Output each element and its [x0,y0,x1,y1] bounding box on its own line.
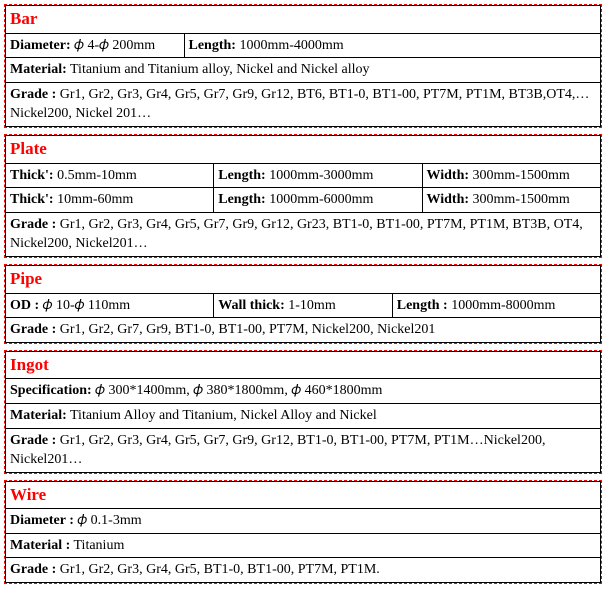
pipe-grade-value: Gr1, Gr2, Gr7, Gr9, BT1-0, BT1-00, PT7M,… [60,322,436,337]
wire-title: Wire [10,485,46,504]
plate-width1-value: 300mm-1500mm [473,168,570,183]
ingot-title: Ingot [10,355,49,374]
wire-grade-cell: Grade : Gr1, Gr2, Gr3, Gr4, Gr5, BT1-0, … [6,558,601,583]
pipe-title: Pipe [10,269,42,288]
plate-thick1-label: Thick': [10,168,54,183]
plate-section: Plate Thick': 0.5mm-10mm Length: 1000mm-… [4,134,602,258]
ingot-grade-label: Grade : [10,433,56,448]
bar-material-value: Titanium and Titanium alloy, Nickel and … [70,62,370,77]
pipe-grade-label: Grade : [10,322,56,337]
bar-material-cell: Material: Titanium and Titanium alloy, N… [6,58,601,83]
wire-material-value: Titanium [74,538,125,553]
wire-grade-label: Grade : [10,562,56,577]
pipe-od-value: 𝜙 10-𝜙 110mm [43,298,131,313]
wire-grade-value: Gr1, Gr2, Gr3, Gr4, Gr5, BT1-0, BT1-00, … [60,562,380,577]
plate-thick2-value: 10mm-60mm [57,192,133,207]
wire-material-label: Material : [10,538,70,553]
plate-width2-value: 300mm-1500mm [473,192,570,207]
plate-width1-label: Width: [427,168,470,183]
ingot-material-value: Titanium Alloy and Titanium, Nickel Allo… [70,408,377,423]
pipe-table: Pipe OD : 𝜙 10-𝜙 110mm Wall thick: 1-10m… [5,265,601,343]
plate-length1-value: 1000mm-3000mm [269,168,373,183]
plate-title: Plate [10,139,47,158]
bar-section: Bar Diameter: 𝜙 4-𝜙 200mm Length: 1000mm… [4,4,602,128]
pipe-length-value: 1000mm-8000mm [451,298,555,313]
pipe-section: Pipe OD : 𝜙 10-𝜙 110mm Wall thick: 1-10m… [4,264,602,344]
plate-grade-cell: Grade : Gr1, Gr2, Gr3, Gr4, Gr5, Gr7, Gr… [6,212,601,256]
pipe-wall-cell: Wall thick: 1-10mm [214,293,393,318]
ingot-spec-value: 𝜙 300*1400mm, 𝜙 380*1800mm, 𝜙 460*1800mm [95,383,382,398]
wire-section: Wire Diameter : 𝜙 0.1-3mm Material : Tit… [4,480,602,584]
bar-diameter-cell: Diameter: 𝜙 4-𝜙 200mm [6,33,185,58]
plate-length2-cell: Length: 1000mm-6000mm [214,188,422,213]
pipe-length-cell: Length : 1000mm-8000mm [392,293,600,318]
ingot-grade-cell: Grade : Gr1, Gr2, Gr3, Gr4, Gr5, Gr7, Gr… [6,428,601,472]
pipe-wall-value: 1-10mm [288,298,335,313]
bar-material-label: Material: [10,62,67,77]
plate-length2-value: 1000mm-6000mm [269,192,373,207]
wire-diameter-cell: Diameter : 𝜙 0.1-3mm [6,509,601,534]
pipe-grade-cell: Grade : Gr1, Gr2, Gr7, Gr9, BT1-0, BT1-0… [6,318,601,343]
plate-length2-label: Length: [218,192,265,207]
bar-diameter-value: 𝜙 4-𝜙 200mm [74,38,155,53]
plate-width2-label: Width: [427,192,470,207]
bar-grade-label: Grade : [10,87,56,102]
plate-grade-label: Grade : [10,217,56,232]
pipe-od-label: OD : [10,298,39,313]
plate-thick1-cell: Thick': 0.5mm-10mm [6,163,214,188]
plate-width1-cell: Width: 300mm-1500mm [422,163,601,188]
bar-grade-cell: Grade : Gr1, Gr2, Gr3, Gr4, Gr5, Gr7, Gr… [6,82,601,126]
ingot-table: Ingot Specification: 𝜙 300*1400mm, 𝜙 380… [5,351,601,473]
bar-table: Bar Diameter: 𝜙 4-𝜙 200mm Length: 1000mm… [5,5,601,127]
bar-length-cell: Length: 1000mm-4000mm [184,33,601,58]
plate-thick1-value: 0.5mm-10mm [57,168,137,183]
ingot-material-cell: Material: Titanium Alloy and Titanium, N… [6,403,601,428]
wire-material-cell: Material : Titanium [6,533,601,558]
plate-length1-label: Length: [218,168,265,183]
wire-diameter-label: Diameter : [10,513,74,528]
plate-thick2-label: Thick': [10,192,54,207]
ingot-spec-cell: Specification: 𝜙 300*1400mm, 𝜙 380*1800m… [6,379,601,404]
bar-length-label: Length: [189,38,236,53]
plate-thick2-cell: Thick': 10mm-60mm [6,188,214,213]
bar-grade-value: Gr1, Gr2, Gr3, Gr4, Gr5, Gr7, Gr9, Gr12,… [10,87,589,122]
ingot-material-label: Material: [10,408,67,423]
pipe-wall-label: Wall thick: [218,298,285,313]
ingot-grade-value: Gr1, Gr2, Gr3, Gr4, Gr5, Gr7, Gr9, Gr12,… [10,433,545,468]
plate-width2-cell: Width: 300mm-1500mm [422,188,601,213]
ingot-section: Ingot Specification: 𝜙 300*1400mm, 𝜙 380… [4,350,602,474]
bar-length-value: 1000mm-4000mm [239,38,343,53]
wire-table: Wire Diameter : 𝜙 0.1-3mm Material : Tit… [5,481,601,583]
plate-grade-value: Gr1, Gr2, Gr3, Gr4, Gr5, Gr7, Gr9, Gr12,… [10,217,583,252]
ingot-spec-label: Specification: [10,383,92,398]
pipe-length-label: Length : [397,298,448,313]
bar-diameter-label: Diameter: [10,38,71,53]
plate-table: Plate Thick': 0.5mm-10mm Length: 1000mm-… [5,135,601,257]
wire-diameter-value: 𝜙 0.1-3mm [77,513,141,528]
pipe-od-cell: OD : 𝜙 10-𝜙 110mm [6,293,214,318]
plate-length1-cell: Length: 1000mm-3000mm [214,163,422,188]
bar-title: Bar [10,9,37,28]
